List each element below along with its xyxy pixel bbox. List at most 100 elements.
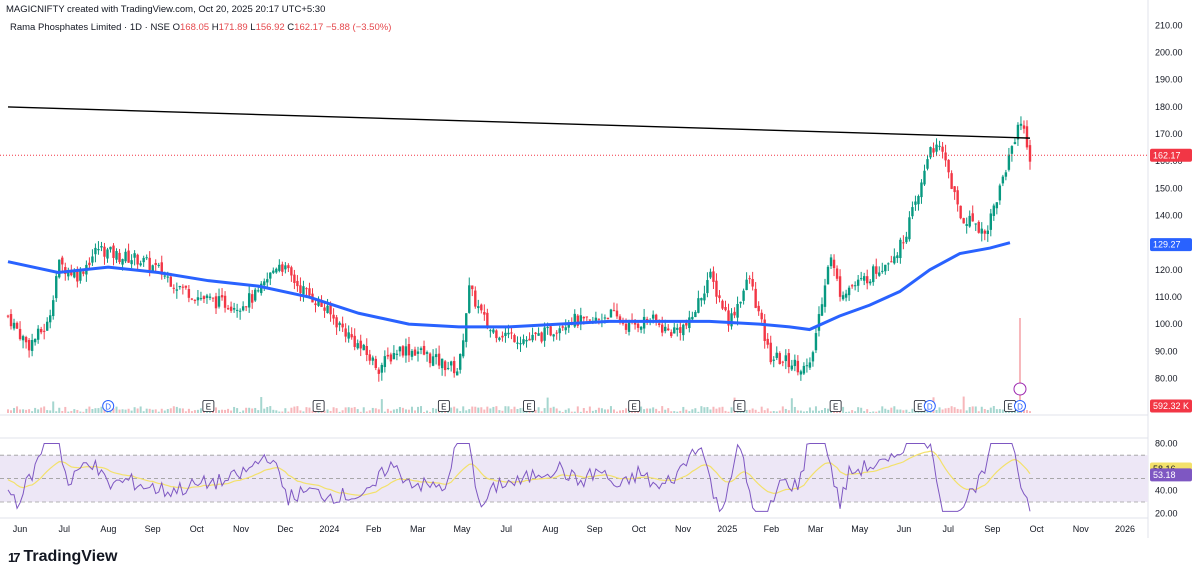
candle-body bbox=[356, 343, 359, 349]
volume-bar bbox=[805, 411, 808, 413]
candle-body bbox=[452, 361, 456, 374]
volume-bar bbox=[649, 408, 652, 413]
volume-bar bbox=[748, 409, 751, 413]
candle-body bbox=[410, 350, 414, 357]
candle-body bbox=[890, 261, 893, 263]
volume-bar bbox=[519, 408, 522, 413]
event-marker-label: E bbox=[833, 403, 838, 412]
symbol-name[interactable]: Rama Phosphates Limited · 1D · NSE bbox=[10, 22, 170, 33]
volume-bar bbox=[365, 411, 368, 413]
candle-body bbox=[142, 257, 145, 263]
earnings-marker[interactable] bbox=[523, 400, 535, 412]
volume-bar bbox=[881, 406, 884, 413]
candle-body bbox=[657, 323, 661, 326]
volume-bar bbox=[248, 407, 251, 413]
candle-body bbox=[968, 215, 971, 227]
resistance-trendline[interactable] bbox=[7, 106, 1031, 139]
earnings-marker[interactable] bbox=[202, 400, 215, 412]
candle-body bbox=[317, 298, 320, 306]
earnings-marker[interactable] bbox=[312, 400, 325, 412]
candle-body bbox=[802, 365, 806, 374]
candle-body bbox=[923, 170, 926, 185]
dividend-marker[interactable] bbox=[102, 400, 115, 412]
event-marker-label: E bbox=[441, 403, 446, 412]
volume-bar bbox=[299, 410, 302, 413]
earnings-marker[interactable] bbox=[437, 400, 450, 412]
candle-body bbox=[211, 297, 215, 299]
candle-body bbox=[492, 329, 495, 333]
time-axis-tick: Sep bbox=[145, 524, 161, 534]
candle-body bbox=[709, 271, 712, 278]
candle-body bbox=[609, 309, 613, 318]
candle-body bbox=[151, 265, 154, 271]
volume-bar bbox=[377, 409, 380, 413]
candle-body bbox=[612, 310, 616, 312]
candle-body bbox=[965, 224, 968, 226]
candle-body bbox=[597, 318, 601, 320]
volume-bar bbox=[395, 408, 398, 413]
moving-average-tag-bg bbox=[1150, 238, 1192, 252]
candle-body bbox=[645, 318, 649, 321]
candle-body bbox=[163, 275, 166, 277]
candle-body bbox=[730, 313, 733, 327]
volume-bar bbox=[615, 411, 618, 413]
candle-body bbox=[88, 262, 91, 266]
volume-bar bbox=[543, 408, 546, 413]
volume-bar bbox=[950, 406, 953, 413]
earnings-marker[interactable] bbox=[733, 400, 746, 412]
earnings-marker[interactable] bbox=[829, 400, 842, 412]
candle-body bbox=[275, 268, 278, 273]
candle-body bbox=[654, 314, 658, 323]
volume-bar bbox=[724, 410, 727, 413]
volume-bar bbox=[612, 409, 615, 413]
volume-bar bbox=[760, 406, 763, 413]
volume-bar bbox=[353, 407, 356, 413]
volume-bar bbox=[61, 410, 64, 413]
candle-body bbox=[278, 264, 281, 271]
time-axis-tick: Feb bbox=[366, 524, 382, 534]
volume-bar bbox=[169, 408, 172, 413]
volume-bar bbox=[781, 406, 784, 413]
time-axis-tick: Nov bbox=[1073, 524, 1090, 534]
volume-bar bbox=[417, 406, 420, 413]
candle-body bbox=[365, 346, 368, 355]
dividend-marker[interactable] bbox=[923, 400, 936, 412]
dividend-marker[interactable] bbox=[1013, 400, 1026, 412]
candle-body bbox=[784, 355, 788, 362]
candle-body bbox=[549, 326, 552, 336]
volume-bar bbox=[317, 411, 320, 413]
time-axis-tick: May bbox=[453, 524, 471, 534]
candle-body bbox=[79, 269, 82, 281]
candle-body bbox=[736, 304, 739, 318]
volume-tag-bg bbox=[1150, 399, 1192, 413]
volume-bar bbox=[1025, 410, 1028, 413]
candle-body bbox=[929, 147, 932, 158]
candle-body bbox=[489, 330, 492, 332]
candle-body bbox=[980, 228, 983, 234]
candle-body bbox=[676, 327, 679, 330]
split-event-icon[interactable] bbox=[1013, 382, 1027, 396]
candle-body bbox=[748, 278, 751, 280]
earnings-marker[interactable] bbox=[628, 400, 641, 412]
candle-body bbox=[887, 263, 890, 265]
candle-body bbox=[422, 345, 426, 355]
volume-bar bbox=[166, 409, 169, 413]
candle-body bbox=[495, 330, 498, 339]
candle-body bbox=[115, 251, 118, 260]
volume-bar bbox=[88, 406, 91, 413]
volume-bar bbox=[820, 410, 823, 413]
candle-body bbox=[217, 296, 221, 307]
volume-bar bbox=[175, 406, 178, 413]
candle-body bbox=[636, 323, 640, 328]
candle-body bbox=[477, 306, 480, 309]
volume-bar bbox=[483, 409, 486, 413]
candle-body bbox=[627, 322, 631, 332]
tradingview-logo: 17 TradingView bbox=[8, 548, 117, 566]
rsi-line bbox=[7, 443, 1031, 513]
volume-bar bbox=[992, 406, 995, 413]
candle-body bbox=[796, 360, 800, 373]
volume-bar bbox=[793, 406, 796, 413]
event-marker-label: D bbox=[105, 403, 111, 412]
volume-bar bbox=[552, 406, 555, 413]
